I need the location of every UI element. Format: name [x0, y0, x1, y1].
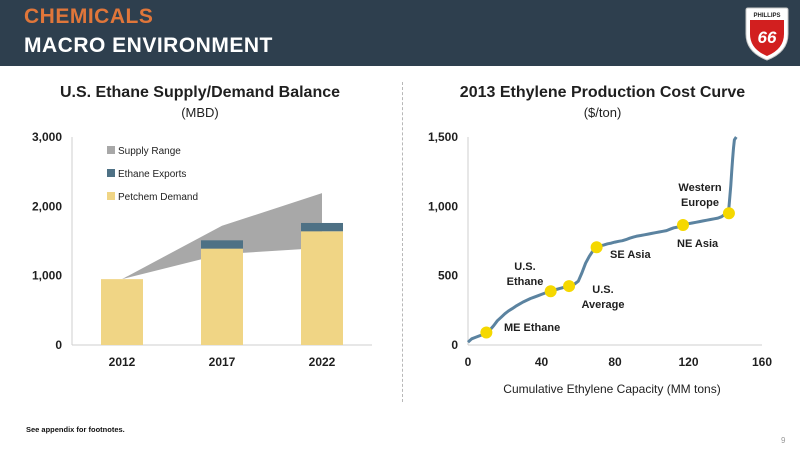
region-marker — [676, 219, 689, 232]
page-number: 9 — [781, 436, 786, 445]
left-y-tick-label: 0 — [55, 338, 62, 352]
cost-curve-line — [466, 136, 738, 344]
region-marker — [480, 326, 493, 339]
left-x-tick-label: 2022 — [309, 355, 336, 369]
right-x-tick-label: 120 — [678, 355, 698, 369]
annotation-me-ethane: ME Ethane — [504, 322, 560, 334]
legend-swatch — [107, 192, 115, 200]
logo-text-66: 66 — [758, 28, 777, 47]
right-y-tick-label: 1,000 — [428, 199, 458, 213]
header-bar — [0, 0, 800, 66]
supply-range-area — [122, 193, 322, 280]
region-marker — [563, 280, 576, 293]
annotation-us-average-line1: U.S. — [592, 284, 613, 296]
right-y-tick-label: 0 — [451, 338, 458, 352]
right-chart-subtitle: ($/ton) — [583, 105, 622, 120]
ethane-balance-chart: 0 1,000 2,000 3,000 2012 2017 2022 Supply Ran… — [32, 130, 372, 369]
section-title: CHEMICALS — [24, 5, 154, 28]
ethane-exports-bar — [201, 240, 243, 249]
left-y-tick-label: 2,000 — [32, 199, 62, 213]
right-chart-title: 2013 Ethylene Production Cost Curve — [459, 84, 746, 101]
annotation-western-europe-line2: Europe — [681, 197, 719, 209]
annotation-se-asia: SE Asia — [610, 249, 651, 261]
ethane-exports-bar — [301, 222, 343, 232]
annotation-us-ethane-line1: U.S. — [514, 261, 535, 273]
region-marker — [722, 207, 735, 220]
annotation-us-ethane-line2: Ethane — [507, 276, 544, 288]
logo-text-phillips: PHILLIPS — [753, 13, 780, 19]
left-x-tick-label: 2012 — [109, 355, 136, 369]
left-chart-title: U.S. Ethane Supply/Demand Balance — [59, 84, 341, 101]
left-y-tick-label: 3,000 — [32, 130, 62, 144]
region-marker — [590, 241, 603, 254]
right-x-axis-label: Cumulative Ethylene Capacity (MM tons) — [503, 382, 720, 396]
right-x-tick-label: 80 — [608, 355, 622, 369]
left-x-tick-label: 2017 — [209, 355, 236, 369]
chart-divider — [402, 82, 403, 402]
right-x-tick-label: 0 — [465, 355, 472, 369]
annotation-western-europe-line1: Western — [678, 182, 721, 194]
petchem-demand-bar — [201, 248, 243, 345]
legend-label: Ethane Exports — [118, 169, 186, 180]
legend-swatch — [107, 169, 115, 177]
petchem-demand-bar — [101, 279, 143, 345]
legend-label: Petchem Demand — [118, 192, 198, 203]
right-x-tick-label: 160 — [752, 355, 772, 369]
annotation-us-average-line2: Average — [581, 299, 624, 311]
legend-label: Supply Range — [118, 146, 181, 157]
cost-curve-chart: 0 500 1,000 1,500 0 40 80 120 160 Cumulative Et… — [428, 130, 772, 396]
phillips-66-logo: PHILLIPS 66 — [745, 7, 789, 61]
region-marker — [544, 285, 557, 298]
right-y-tick-label: 500 — [438, 269, 458, 283]
footnote: See appendix for footnotes. — [26, 425, 125, 434]
right-y-tick-label: 1,500 — [428, 130, 458, 144]
left-chart-subtitle: (MBD) — [181, 105, 219, 120]
annotation-ne-asia: NE Asia — [677, 238, 719, 250]
right-x-tick-label: 40 — [535, 355, 549, 369]
legend-swatch — [107, 146, 115, 154]
left-y-tick-label: 1,000 — [32, 269, 62, 283]
page-title: MACRO ENVIRONMENT — [24, 34, 273, 57]
petchem-demand-bar — [301, 231, 343, 345]
